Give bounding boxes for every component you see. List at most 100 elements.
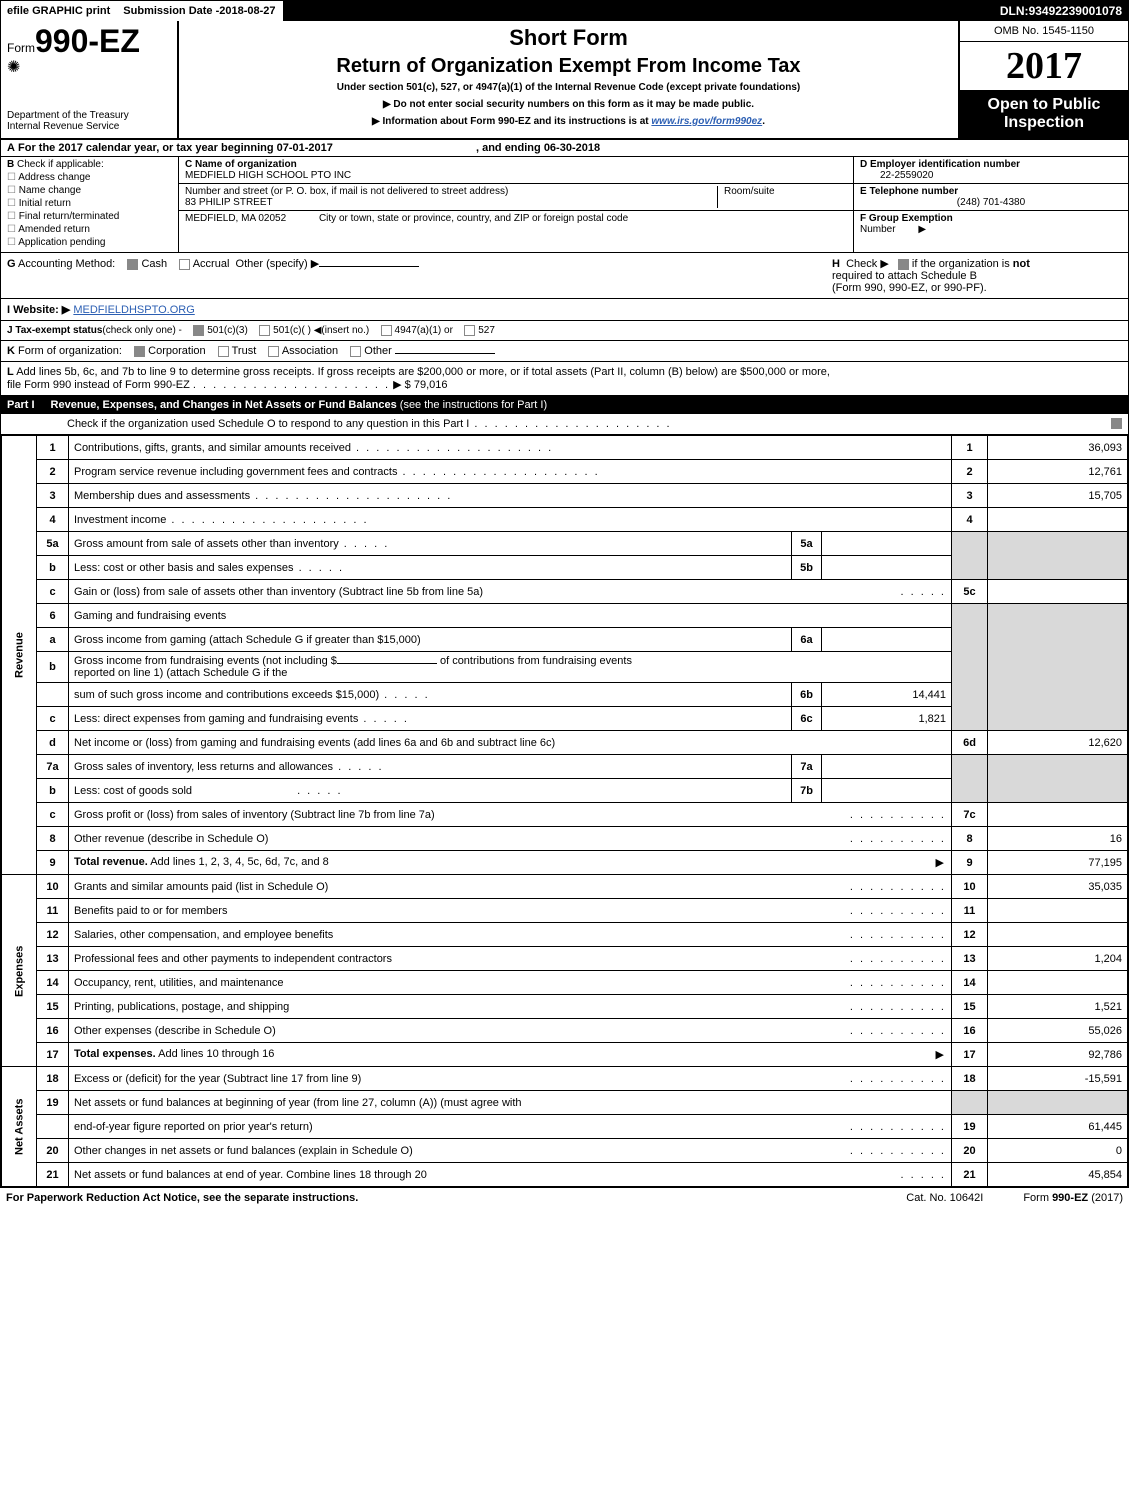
cell-phone: E Telephone number (248) 701-4380 [854, 184, 1128, 211]
line-5c: cGain or (loss) from sale of assets othe… [2, 580, 1128, 604]
chk-schedule-o[interactable] [1111, 418, 1122, 429]
chk-527[interactable] [464, 325, 475, 336]
line-17: 17Total expenses. Add lines 10 through 1… [2, 1043, 1128, 1067]
side-net-assets: Net Assets [2, 1067, 37, 1187]
dots [850, 833, 946, 845]
dots [850, 1025, 946, 1037]
dots [850, 977, 946, 989]
section-bcdef: B Check if applicable: Address change Na… [1, 157, 1128, 253]
line-9: 9Total revenue. Add lines 1, 2, 3, 4, 5c… [2, 851, 1128, 875]
dots-arrow [936, 1048, 946, 1061]
line-2: 2Program service revenue including gover… [2, 460, 1128, 484]
under-section: Under section 501(c), 527, or 4947(a)(1)… [187, 82, 950, 93]
line-18: Net Assets 18Excess or (deficit) for the… [2, 1067, 1128, 1091]
dots [900, 1169, 946, 1181]
cell-street: Number and street (or P. O. box, if mail… [179, 184, 853, 211]
ein-value: 22-2559020 [880, 170, 933, 181]
row-j-tax-status: J Tax-exempt status(check only one) - 50… [1, 321, 1128, 341]
header-mid: Short Form Return of Organization Exempt… [179, 21, 958, 138]
dots [850, 1121, 946, 1133]
line-7c: cGross profit or (loss) from sales of in… [2, 803, 1128, 827]
side-revenue: Revenue [2, 436, 37, 875]
side-expenses: Expenses [2, 875, 37, 1067]
dots [850, 905, 946, 917]
line-20: 20Other changes in net assets or fund ba… [2, 1139, 1128, 1163]
chk-initial-return[interactable]: Initial return [7, 198, 172, 209]
chk-final-return[interactable]: Final return/terminated [7, 211, 172, 222]
line-6: 6Gaming and fundraising events [2, 604, 1128, 628]
dots-arrow [936, 856, 946, 869]
line-3: 3Membership dues and assessments315,705 [2, 484, 1128, 508]
line-19b: end-of-year figure reported on prior yea… [2, 1115, 1128, 1139]
chk-cash[interactable] [127, 259, 138, 270]
cell-group-exemption: F Group Exemption Number ▶ [854, 211, 1128, 237]
line-12: 12Salaries, other compensation, and empl… [2, 923, 1128, 947]
chk-association[interactable] [268, 346, 279, 357]
chk-amended-return[interactable]: Amended return [7, 224, 172, 235]
dots [850, 1073, 946, 1085]
line-6d: dNet income or (loss) from gaming and fu… [2, 731, 1128, 755]
line-1: Revenue 1Contributions, gifts, grants, a… [2, 436, 1128, 460]
chk-name-change[interactable]: Name change [7, 185, 172, 196]
org-city: MEDFIELD, MA 02052 [185, 213, 286, 224]
form-page: efile GRAPHIC print Submission Date - 20… [0, 0, 1129, 1188]
footer-right: Form 990-EZ (2017) [1023, 1192, 1123, 1204]
open-to-public: Open to Public Inspection [960, 90, 1128, 138]
line-19a: 19Net assets or fund balances at beginni… [2, 1091, 1128, 1115]
chk-trust[interactable] [218, 346, 229, 357]
dots [193, 379, 390, 391]
submission-date: Submission Date - 2018-08-27 [117, 1, 282, 21]
col-def: D Employer identification number 22-2559… [853, 157, 1128, 252]
dots [850, 953, 946, 965]
chk-accrual[interactable] [179, 259, 190, 270]
row-a-tax-year: A For the 2017 calendar year, or tax yea… [1, 140, 1128, 157]
row-g-h: G Accounting Method: Cash Accrual Other … [1, 253, 1128, 299]
header-right: OMB No. 1545-1150 2017 Open to Public In… [958, 21, 1128, 138]
note-info: Information about Form 990-EZ and its in… [187, 116, 950, 127]
chk-address-change[interactable]: Address change [7, 172, 172, 183]
line-8: 8Other revenue (describe in Schedule O)8… [2, 827, 1128, 851]
dln: DLN: 93492239001078 [994, 1, 1128, 21]
other-line [395, 353, 495, 354]
efile-label: efile GRAPHIC print [1, 1, 117, 21]
line-13: 13Professional fees and other payments t… [2, 947, 1128, 971]
line-10: Expenses 10Grants and similar amounts pa… [2, 875, 1128, 899]
chk-501c[interactable] [259, 325, 270, 336]
dots [850, 881, 946, 893]
row-l-gross-receipts: L Add lines 5b, 6c, and 7b to line 9 to … [1, 362, 1128, 396]
chk-other[interactable] [350, 346, 361, 357]
gross-receipts-amount: $ 79,016 [405, 379, 448, 391]
other-specify-line[interactable] [319, 266, 419, 267]
row-i-website: I Website: ▶ MEDFIELDHSPTO.ORG [1, 299, 1128, 321]
footer-left: For Paperwork Reduction Act Notice, see … [6, 1192, 866, 1204]
website-link[interactable]: MEDFIELDHSPTO.ORG [73, 304, 194, 316]
col-b-checkboxes: B Check if applicable: Address change Na… [1, 157, 179, 252]
part1-header: Part I Revenue, Expenses, and Changes in… [1, 396, 1128, 414]
line-5a: 5aGross amount from sale of assets other… [2, 532, 1128, 556]
line-21: 21Net assets or fund balances at end of … [2, 1163, 1128, 1187]
financial-table: Revenue 1Contributions, gifts, grants, a… [1, 435, 1128, 1187]
fundraising-amount-line[interactable] [337, 663, 437, 664]
form-number: Form990-EZ [7, 25, 171, 57]
dots [292, 785, 343, 797]
chk-application-pending[interactable]: Application pending [7, 237, 172, 248]
line-16: 16Other expenses (describe in Schedule O… [2, 1019, 1128, 1043]
dots [850, 809, 946, 821]
chk-4947[interactable] [381, 325, 392, 336]
g-accounting: G Accounting Method: Cash Accrual Other … [7, 257, 822, 294]
org-name: MEDFIELD HIGH SCHOOL PTO INC [185, 170, 351, 181]
chk-schedule-b[interactable] [898, 259, 909, 270]
part1-sub: Check if the organization used Schedule … [1, 414, 1128, 435]
instructions-link[interactable]: www.irs.gov/form990ez [651, 116, 762, 127]
cell-org-name: C Name of organization MEDFIELD HIGH SCH… [179, 157, 853, 184]
dots [900, 586, 946, 598]
chk-corporation[interactable] [134, 346, 145, 357]
line-11: 11Benefits paid to or for members11 [2, 899, 1128, 923]
row-k-org-form: K Form of organization: Corporation Trus… [1, 341, 1128, 362]
chk-501c3[interactable] [193, 325, 204, 336]
note-ssn: Do not enter social security numbers on … [187, 99, 950, 110]
org-street: 83 PHILIP STREET [185, 197, 273, 208]
form-title: Return of Organization Exempt From Incom… [187, 55, 950, 78]
submission-label: Submission Date - [123, 5, 219, 17]
header-left: Form990-EZ ✺ Department of the Treasury … [1, 21, 179, 138]
